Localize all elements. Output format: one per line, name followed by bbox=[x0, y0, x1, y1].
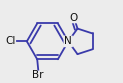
Text: N: N bbox=[64, 36, 72, 46]
Text: O: O bbox=[70, 13, 78, 23]
Text: Br: Br bbox=[32, 70, 44, 80]
Text: Cl: Cl bbox=[5, 36, 15, 46]
